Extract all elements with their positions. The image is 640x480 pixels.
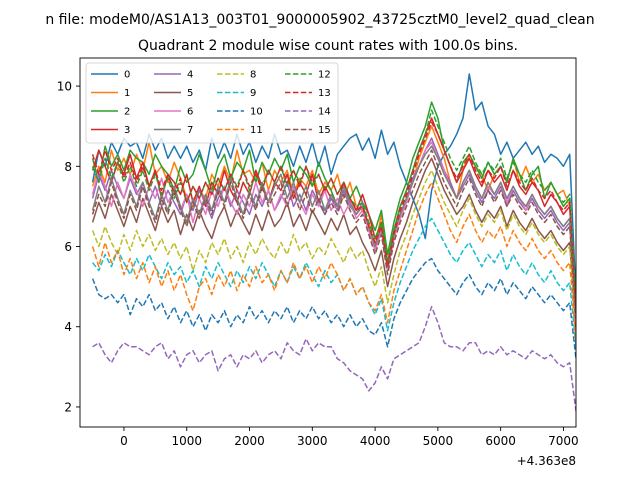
series-line-10 [91,257,576,359]
series-line-15 [91,149,576,319]
legend-frame [85,62,339,144]
x-tick-label: 3000 [297,434,328,448]
y-tick-label: 2 [64,400,72,414]
legend-label: 15 [318,125,331,136]
y-tick-label: 6 [64,240,72,254]
x-axis: 0 1000 2000 3000 4000 5000 6000 7000 [120,427,579,448]
series-line-13 [91,121,576,311]
legend-label: 7 [187,125,193,136]
series-line-5 [91,157,576,331]
legend-label: 8 [250,70,256,81]
legend-label: 11 [250,125,263,136]
x-tick-label: 0 [120,434,128,448]
legend-label: 13 [318,88,331,99]
series-line-0 [91,73,576,299]
series-line-11 [91,181,576,343]
legend-label: 1 [124,88,130,99]
x-tick-label: 4000 [360,434,391,448]
legend-label: 3 [124,125,130,136]
legend-label: 9 [250,88,256,99]
y-tick-label: 8 [64,160,72,174]
x-axis-offset-label: +4.363e8 [517,454,576,468]
x-tick-label: 2000 [234,434,265,448]
legend-label: 4 [187,70,193,81]
series-line-9 [92,217,576,347]
legend-label: 12 [318,70,331,81]
y-axis: 2 4 6 8 10 [57,80,80,414]
x-tick-label: 5000 [423,434,454,448]
legend-label: 0 [124,70,130,81]
legend-label: 14 [318,107,331,118]
legend-label: 10 [250,107,263,118]
figure-suptitle: n file: modeM0/AS1A13_003T01_9000005902_… [45,12,594,28]
y-tick-label: 4 [64,320,72,334]
chart-title: Quadrant 2 module wise count rates with … [138,38,518,54]
legend-label: 6 [187,107,193,118]
legend-label: 2 [124,107,130,118]
x-tick-label: 7000 [548,434,579,448]
x-tick-label: 6000 [485,434,516,448]
plot-series-layer [91,73,576,412]
legend-label: 5 [187,88,193,99]
y-tick-label: 10 [57,80,72,94]
series-line-14 [92,305,576,412]
plot-area-frame [79,57,577,428]
series-line-8 [91,169,576,319]
series-line-3 [91,117,576,319]
x-tick-label: 1000 [171,434,202,448]
